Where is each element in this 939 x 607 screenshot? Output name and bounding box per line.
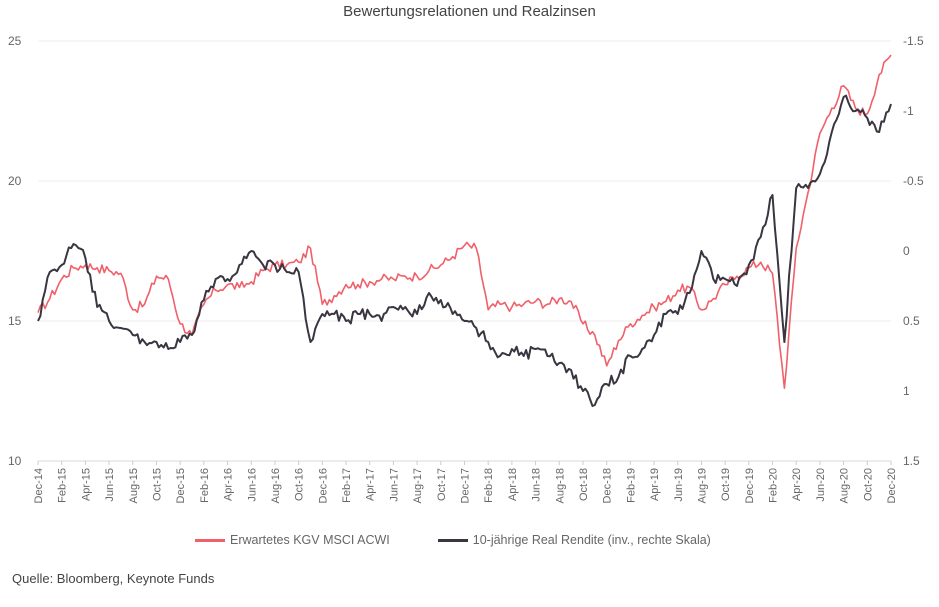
x-tick-label: Feb-16 [199,468,211,503]
y-right-tick-label: -1 [903,104,914,118]
legend-item-real-yield: 10-jährige Real Rendite (inv., rechte Sk… [437,533,711,547]
x-tick-label: Jun-17 [388,468,400,502]
legend-swatch-real-yield [437,538,468,542]
x-tick-label: Oct-19 [720,468,732,501]
x-tick-label: Feb-15 [57,468,69,503]
x-tick-label: Jun-16 [246,468,258,502]
series-line-kgv [37,54,892,389]
legend-label-real-yield: 10-jährige Real Rendite (inv., rechte Sk… [472,533,711,547]
x-tick-label: Jun-18 [531,468,543,502]
x-tick-label: Aug-15 [128,468,140,503]
y-right-tick-label: 0 [903,244,910,258]
x-tick-label: Feb-19 [625,468,637,503]
y-right-tick-label: -1.5 [903,34,924,48]
x-tick-label: Oct-17 [436,468,448,501]
x-tick-label: Aug-16 [270,468,282,503]
x-tick-label: Dec-14 [33,468,45,503]
x-tick-label: Aug-20 [839,468,851,503]
y-left-tick-label: 15 [8,314,22,328]
y-right-tick-label: 1.5 [903,454,920,468]
x-tick-label: Apr-20 [791,468,803,501]
x-tick-label: Oct-18 [578,468,590,501]
series-line-real-yield [37,94,892,407]
legend: Erwartetes KGV MSCI ACWI 10-jährige Real… [195,533,759,547]
y-left-tick-label: 10 [8,454,22,468]
legend-swatch-kgv [195,538,225,542]
x-tick-label: Oct-15 [151,468,163,501]
x-axis: Dec-14 Feb-15 Apr-15 Jun-15 Aug-15 Oct-15 Dec-… [33,461,898,503]
x-tick-label: Apr-19 [649,468,661,501]
y-left-tick-label: 25 [8,34,22,48]
x-tick-label: Aug-18 [554,468,566,503]
x-tick-label: Dec-20 [886,468,898,503]
x-tick-label: Oct-16 [294,468,306,501]
x-tick-label: Aug-17 [412,468,424,503]
x-tick-label: Feb-20 [768,468,780,503]
x-tick-label: Oct-20 [862,468,874,501]
x-tick-label: Jun-19 [673,468,685,502]
y-axis-right: -1.5 -1 -0.5 0 0.5 1 1.5 [903,34,924,468]
series-lines [37,54,892,407]
x-tick-label: Apr-18 [507,468,519,501]
x-tick-label: Dec-16 [317,468,329,503]
legend-label-kgv: Erwartetes KGV MSCI ACWI [230,533,390,547]
x-tick-label: Feb-17 [341,468,353,503]
x-tick-label: Apr-17 [365,468,377,501]
x-tick-label: Dec-15 [175,468,187,503]
x-tick-label: Dec-19 [744,468,756,503]
y-axis-left: 10 15 20 25 [8,34,22,468]
y-right-tick-label: 0.5 [903,314,920,328]
x-tick-label: Apr-15 [80,468,92,501]
x-tick-label: Feb-18 [483,468,495,503]
y-right-tick-label: 1 [903,384,910,398]
chart-title: Bewertungsrelationen und Realzinsen [343,3,596,20]
x-tick-label: Aug-19 [696,468,708,503]
source-note: Quelle: Bloomberg, Keynote Funds [12,571,215,586]
legend-item-kgv: Erwartetes KGV MSCI ACWI [195,533,390,547]
x-tick-label: Dec-17 [460,468,472,503]
grid-lines [38,40,891,462]
y-right-tick-label: -0.5 [903,174,924,188]
x-tick-label: Dec-18 [602,468,614,503]
x-tick-label: Apr-16 [223,468,235,501]
x-tick-label: Jun-15 [104,468,116,502]
x-tick-label: Jun-20 [815,468,827,502]
y-left-tick-label: 20 [8,174,22,188]
